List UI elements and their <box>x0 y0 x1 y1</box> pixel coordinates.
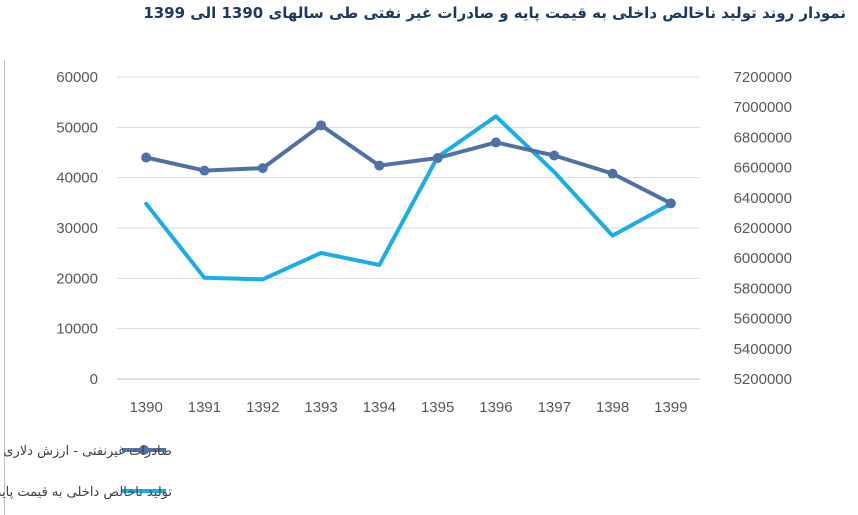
x-axis-tick-label: 1390 <box>129 399 162 416</box>
data-point <box>199 165 210 176</box>
x-axis: 1390 1391 1392 1393 1394 1395 1396 1397 1398 1399 <box>129 399 687 416</box>
x-axis-tick-label: 1394 <box>363 399 396 416</box>
left-axis-tick-label: 60000 <box>56 69 98 86</box>
x-axis-tick-label: 1393 <box>304 399 337 416</box>
x-axis-tick-label: 1398 <box>596 399 629 416</box>
series-line <box>144 123 673 206</box>
data-point <box>316 120 327 131</box>
right-axis: 5200000 5400000 5600000 5800000 6000000 62000… <box>734 69 792 388</box>
data-point <box>665 198 676 209</box>
right-axis-tick-label: 7200000 <box>734 69 792 86</box>
right-axis-tick-label: 6800000 <box>734 129 792 146</box>
left-axis-tick-label: 0 <box>90 371 98 388</box>
left-axis-tick-label: 50000 <box>56 119 98 136</box>
data-point <box>257 163 268 174</box>
x-axis-tick-label: 1391 <box>188 399 221 416</box>
right-axis-tick-label: 6200000 <box>734 220 792 237</box>
data-point <box>549 150 560 161</box>
x-axis-tick-label: 1397 <box>538 399 571 416</box>
left-axis-tick-label: 10000 <box>56 321 98 338</box>
data-point <box>607 168 618 179</box>
data-point <box>490 137 501 148</box>
left-axis-tick-label: 40000 <box>56 170 98 187</box>
right-axis-tick-label: 5600000 <box>734 311 792 328</box>
right-axis-tick-label: 6600000 <box>734 160 792 177</box>
data-point <box>432 153 443 164</box>
series-line <box>144 114 673 282</box>
x-axis-tick-label: 1399 <box>654 399 687 416</box>
chart-title: نمودار روند تولید ناخالص داخلی به قیمت پ… <box>143 4 846 22</box>
left-axis: 0 10000 20000 30000 40000 50000 60000 <box>56 69 98 388</box>
legend: صادرات غیرنفتی - ارزش دلاری (میلیون دلار… <box>0 444 172 500</box>
x-axis-tick-label: 1392 <box>246 399 279 416</box>
right-axis-tick-label: 5200000 <box>734 371 792 388</box>
right-axis-tick-label: 6400000 <box>734 190 792 207</box>
left-axis-tick-label: 30000 <box>56 220 98 237</box>
series-layer <box>141 114 676 282</box>
x-axis-tick-label: 1396 <box>479 399 512 416</box>
data-point <box>374 160 385 171</box>
legend-marker <box>139 445 149 455</box>
right-axis-tick-label: 5400000 <box>734 341 792 358</box>
legend-label: صادرات غیرنفتی - ارزش دلاری (میلیون دلار… <box>0 444 172 459</box>
right-axis-tick-label: 6000000 <box>734 250 792 267</box>
frame-border <box>4 60 5 515</box>
right-axis-tick-label: 5800000 <box>734 280 792 297</box>
data-point <box>141 152 152 163</box>
legend-label: تولید ناخالص داخلی به قیمت پایه (قیمت ثا… <box>0 485 172 500</box>
right-axis-tick-label: 7000000 <box>734 99 792 116</box>
gridlines <box>117 76 700 380</box>
left-axis-tick-label: 20000 <box>56 270 98 287</box>
x-axis-tick-label: 1395 <box>421 399 454 416</box>
